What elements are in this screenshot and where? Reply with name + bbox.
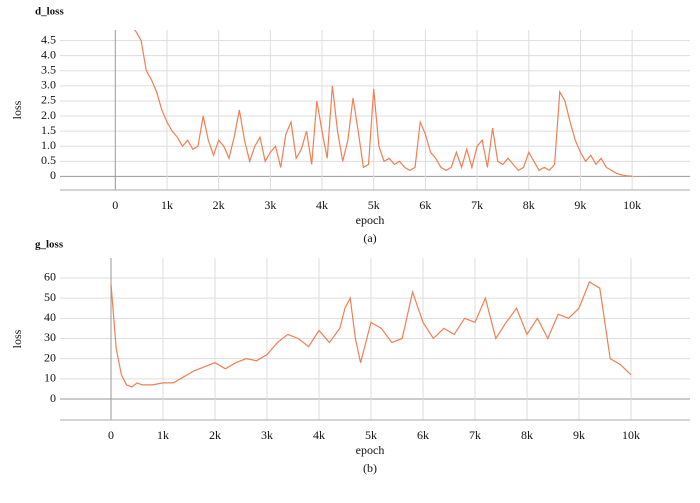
line-series xyxy=(110,281,632,388)
chart-title: d_loss xyxy=(35,6,64,18)
x-tick-label: 3k xyxy=(261,428,273,442)
y-tick-label: 1.5 xyxy=(41,123,56,137)
caption: (a) xyxy=(363,231,376,245)
x-tick-label: 0 xyxy=(112,198,118,212)
x-tick-label: 2k xyxy=(209,428,221,442)
y-axis-label: loss xyxy=(10,329,24,348)
x-tick-label: 2k xyxy=(213,198,225,212)
y-tick-label: 20 xyxy=(44,350,56,364)
y-tick-label: 3.5 xyxy=(41,63,56,77)
x-tick-label: 9k xyxy=(574,198,586,212)
x-tick-label: 10k xyxy=(623,198,641,212)
caption: (b) xyxy=(363,461,377,475)
y-tick-label: 4.5 xyxy=(41,32,56,46)
x-tick-label: 0 xyxy=(108,428,114,442)
x-tick-label: 5k xyxy=(368,198,380,212)
y-tick-label: 30 xyxy=(44,330,56,344)
x-tick-label: 3k xyxy=(264,198,276,212)
y-tick-label: 2.0 xyxy=(41,108,56,122)
y-tick-label: 1.0 xyxy=(41,138,56,152)
y-tick-label: 0 xyxy=(50,168,56,182)
x-tick-label: 6k xyxy=(417,428,429,442)
x-tick-label: 9k xyxy=(573,428,585,442)
x-tick-label: 7k xyxy=(471,198,483,212)
x-tick-label: 1k xyxy=(157,428,169,442)
plot-area xyxy=(133,30,633,177)
x-tick-label: 8k xyxy=(521,428,533,442)
y-tick-label: 4.0 xyxy=(41,47,56,61)
x-tick-label: 1k xyxy=(161,198,173,212)
chart-title: g_loss xyxy=(35,239,64,251)
y-tick-label: 2.5 xyxy=(41,93,56,107)
line-series xyxy=(133,30,633,177)
x-tick-label: 4k xyxy=(313,428,325,442)
y-tick-label: 50 xyxy=(44,290,56,304)
y-tick-label: 60 xyxy=(44,270,56,284)
y-axis-label: loss xyxy=(10,100,24,119)
x-tick-label: 7k xyxy=(469,428,481,442)
x-tick-label: 10k xyxy=(622,428,640,442)
y-tick-label: 3.0 xyxy=(41,78,56,92)
plot-area xyxy=(110,281,632,388)
x-axis-label: epoch xyxy=(356,443,385,457)
x-tick-label: 4k xyxy=(316,198,328,212)
x-tick-label: 6k xyxy=(419,198,431,212)
x-tick-label: 5k xyxy=(365,428,377,442)
y-tick-label: 0 xyxy=(50,391,56,405)
y-tick-label: 40 xyxy=(44,310,56,324)
x-tick-label: 8k xyxy=(523,198,535,212)
y-tick-label: 0.5 xyxy=(41,153,56,167)
x-axis-label: epoch xyxy=(356,213,385,227)
y-tick-label: 10 xyxy=(44,371,56,385)
